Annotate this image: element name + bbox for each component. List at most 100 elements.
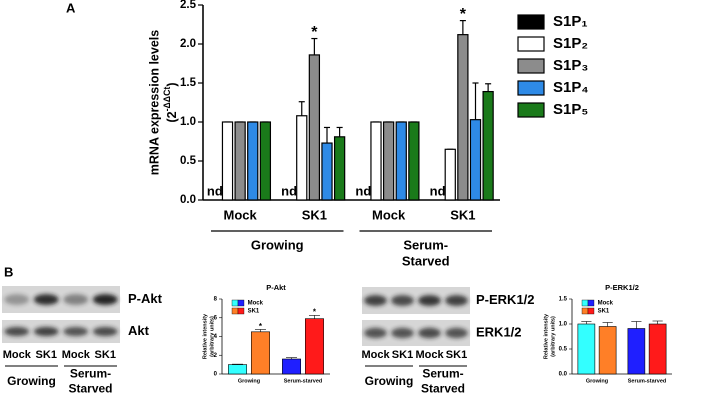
bar — [228, 364, 248, 375]
legend-label: S1P₃ — [553, 57, 588, 74]
x-tick-label: Mock — [372, 207, 406, 222]
x-tick-label: Serum-starved — [284, 378, 323, 384]
blot-band — [33, 294, 59, 305]
lane-label: Mock — [361, 349, 390, 361]
y-tick-label: 0.0 — [180, 194, 196, 206]
bar — [234, 121, 246, 201]
x-tick-label: Growing — [238, 378, 260, 384]
chart-title: P-ERK1/2 — [605, 283, 639, 292]
blot-band — [92, 326, 118, 337]
y-tick-label: 0 — [214, 372, 218, 378]
y-tick-label: 1.0 — [180, 116, 196, 128]
legend-swatch — [517, 80, 545, 96]
y-tick-label: 2 — [214, 353, 218, 359]
value-label: nd — [281, 183, 297, 198]
bar — [296, 115, 308, 201]
bar — [648, 323, 667, 375]
y-tick-label: 1.5 — [559, 297, 568, 303]
group-label: Growing — [251, 237, 304, 252]
y-tick-label: 6 — [214, 315, 218, 321]
legend-label: SK1 — [248, 309, 260, 315]
band-label: P-Akt — [128, 291, 163, 306]
significance-marker: * — [460, 6, 467, 23]
bar — [482, 90, 494, 201]
group-label: Starved — [421, 382, 465, 396]
blot-band — [445, 295, 468, 306]
y-axis-label: Relative intensity — [202, 313, 208, 359]
formula-part: -ΔΔCt — [162, 87, 172, 112]
bar — [308, 54, 321, 201]
legend-label: S1P₁ — [553, 13, 588, 30]
band-label: Akt — [128, 323, 150, 338]
y-tick-label: 2.5 — [180, 0, 197, 11]
legend-swatch — [587, 299, 595, 307]
y-tick-label: 8 — [214, 297, 218, 303]
lane-label: SK1 — [95, 349, 116, 361]
bar — [221, 121, 234, 201]
bar — [282, 358, 302, 375]
y-tick-label: 0.0 — [559, 372, 568, 378]
bar — [408, 121, 420, 201]
bar — [457, 34, 469, 201]
blot-band — [364, 327, 387, 339]
band-label: ERK1/2 — [476, 324, 522, 339]
lane-label: SK1 — [36, 349, 57, 361]
y-tick-label: 2.0 — [180, 38, 196, 50]
blot-band — [445, 327, 468, 339]
y-axis-label: (2-ΔΔCt) — [162, 82, 179, 122]
bar — [250, 331, 270, 375]
legend-swatch — [587, 307, 595, 315]
bar — [444, 148, 456, 201]
legend-label: Mock — [248, 301, 264, 307]
group-label: Serum- — [70, 367, 111, 381]
group-label: Serum- — [422, 367, 463, 381]
blot-band — [418, 295, 441, 306]
legend-label: S1P₅ — [553, 101, 588, 118]
value-label: nd — [207, 183, 223, 198]
y-tick-label: 0.5 — [559, 347, 568, 353]
y-tick-label: 1.5 — [180, 77, 197, 89]
y-tick-label: 4 — [214, 334, 218, 340]
legend-swatch — [581, 299, 589, 307]
y-tick-label: 1.0 — [559, 322, 568, 328]
legend-label: S1P₄ — [553, 79, 589, 96]
significance-marker: * — [313, 308, 317, 317]
bar — [469, 119, 482, 201]
x-tick-label: SK1 — [450, 207, 475, 222]
blot-band — [364, 295, 387, 306]
formula-part: (2 — [165, 111, 179, 122]
chart-title: P-Akt — [266, 283, 286, 292]
lane-label: SK1 — [392, 349, 413, 361]
legend-label: S1P₂ — [553, 35, 588, 52]
bar — [304, 318, 324, 375]
y-axis-label: mRNA expression levels — [147, 30, 161, 175]
y-axis-label: (arbitrary units) — [209, 316, 215, 357]
y-axis-label: (arbitrary units) — [550, 316, 556, 357]
value-label: nd — [430, 183, 446, 198]
lane-label: Mock — [62, 349, 91, 361]
significance-marker: * — [259, 322, 263, 331]
x-tick-label: SK1 — [302, 207, 327, 222]
blot-strip — [2, 320, 120, 343]
bar — [259, 121, 272, 201]
legend-swatch — [231, 307, 239, 315]
legend-swatch — [237, 299, 245, 307]
legend-swatch — [517, 58, 545, 74]
bar — [598, 326, 617, 375]
bar — [395, 121, 407, 201]
legend-swatch — [517, 36, 545, 52]
bar — [333, 136, 346, 201]
bar — [370, 121, 382, 201]
group-label: Growing — [7, 374, 56, 388]
x-tick-label: Serum-starved — [628, 378, 667, 384]
group-label: Starved — [68, 382, 112, 396]
x-tick-label: Growing — [586, 378, 608, 384]
legend-swatch — [517, 14, 545, 30]
value-label: nd — [355, 183, 371, 198]
bar — [627, 328, 646, 375]
bar — [321, 142, 333, 201]
panel-label: A — [66, 0, 76, 15]
x-tick-label: Mock — [224, 207, 258, 222]
legend-swatch — [517, 102, 545, 118]
